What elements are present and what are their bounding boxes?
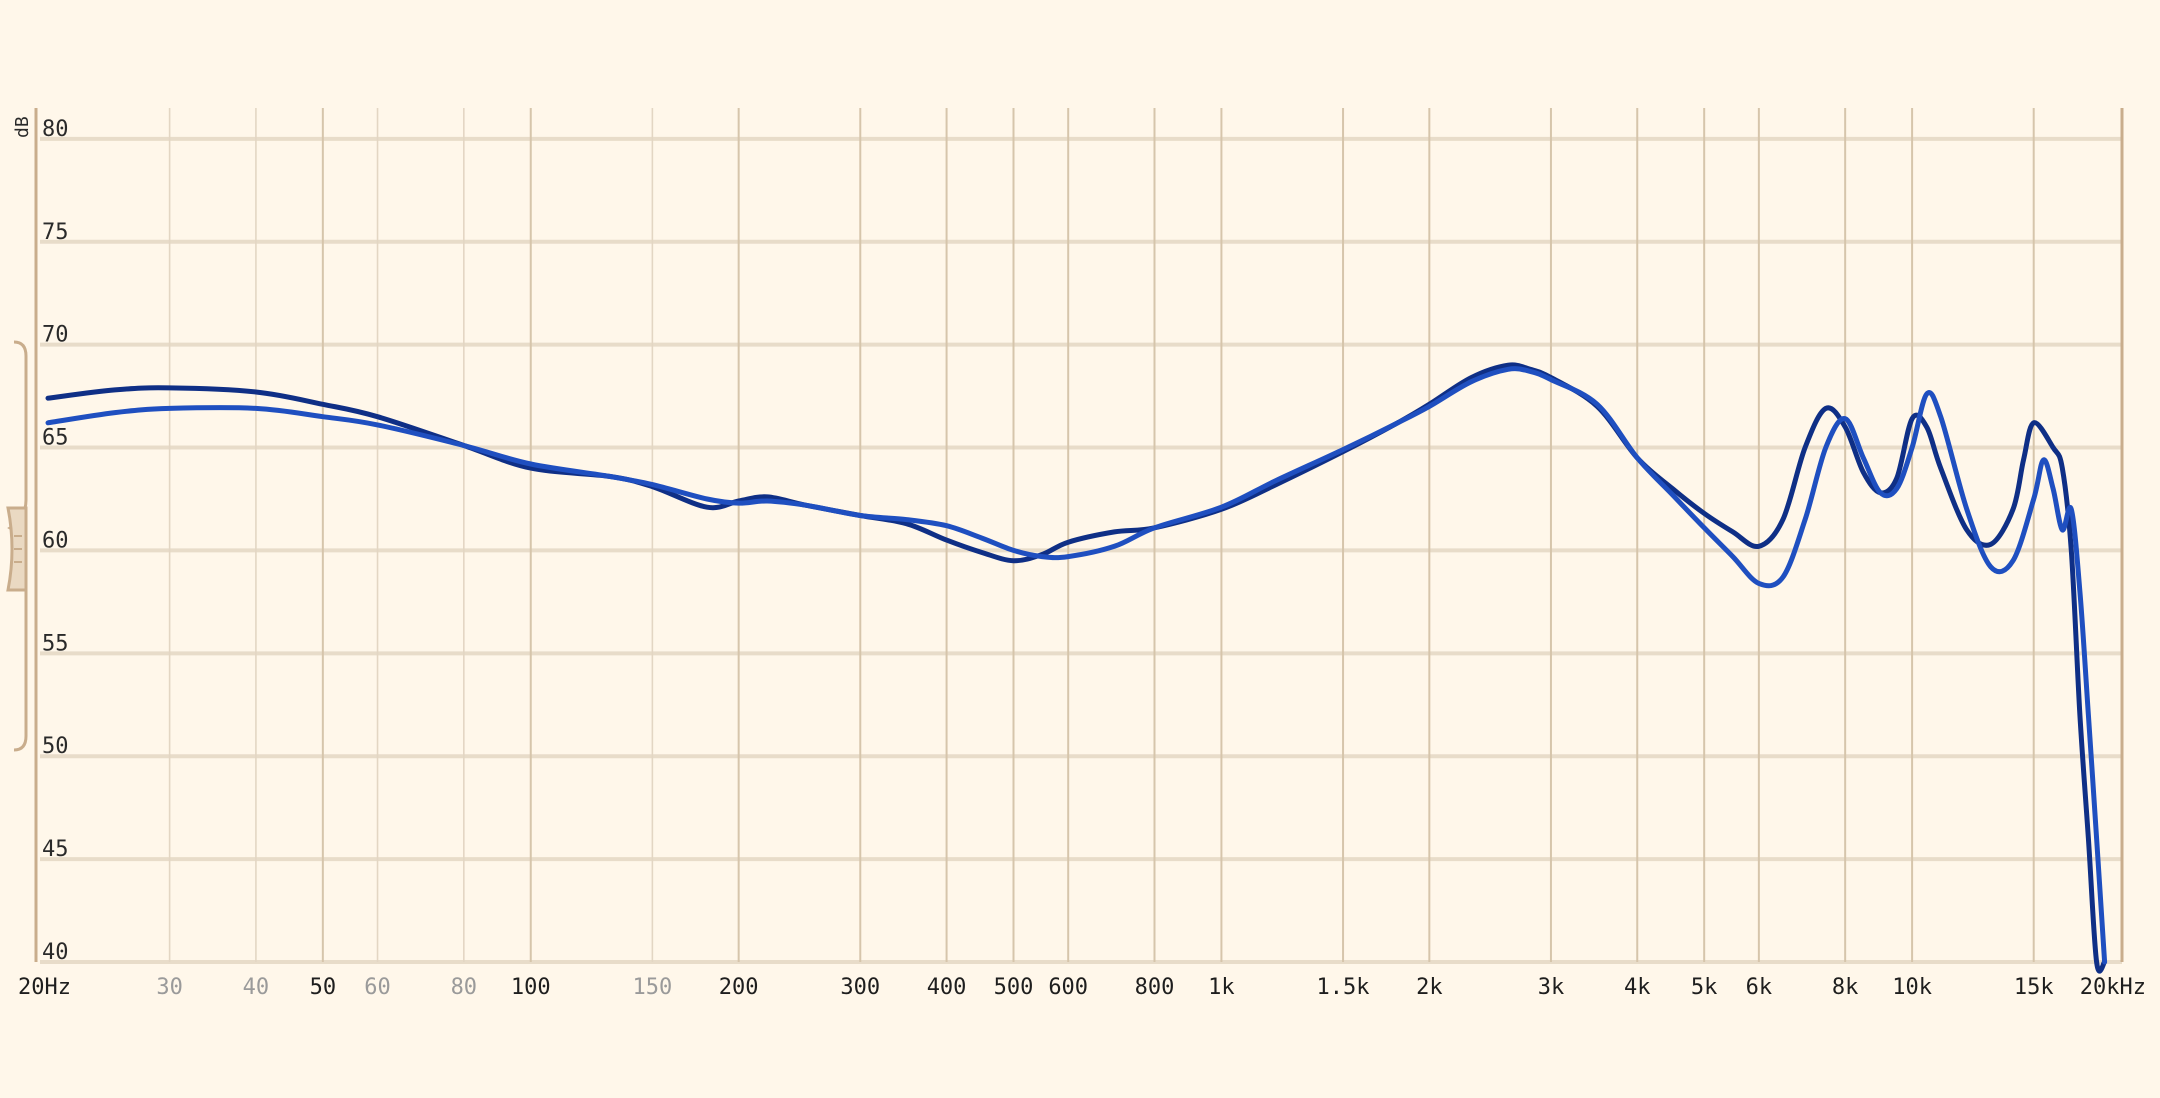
x-tick-label: 5k [1691, 975, 1718, 1000]
x-tick-label: 1k [1208, 975, 1235, 1000]
vertical-gridlines [168, 108, 2035, 962]
y-tick-labels: 80 75 70 65 60 55 50 45 40 [42, 117, 69, 965]
x-tick-label: 200 [719, 975, 759, 1000]
x-tick-label: 4k [1624, 975, 1651, 1000]
x-tick-label: 300 [840, 975, 880, 1000]
x-tick-label: 10k [1892, 975, 1932, 1000]
x-tick-label: 100 [511, 975, 551, 1000]
x-tick-label: 150 [633, 975, 673, 1000]
horizontal-gridlines [40, 136, 2122, 964]
y-tick-label: 45 [42, 837, 69, 862]
x-tick-label: 20Hz [18, 975, 71, 1000]
x-tick-label: 8k [1832, 975, 1859, 1000]
x-tick-label: 400 [927, 975, 967, 1000]
series-lines [45, 362, 2108, 974]
x-tick-label: 80 [451, 975, 478, 1000]
axes [6, 108, 2124, 962]
y-tick-label: 70 [42, 323, 69, 348]
x-tick-label: 40 [243, 975, 270, 1000]
y-tick-label: 65 [42, 426, 69, 451]
x-tick-label: 600 [1048, 975, 1088, 1000]
x-tick-label: 500 [994, 975, 1034, 1000]
x-tick-label: 800 [1135, 975, 1175, 1000]
y-tick-label: 75 [42, 220, 69, 245]
series-line-1 [45, 362, 2108, 974]
y-axis-unit-label: dB [12, 116, 33, 138]
x-tick-label: 60 [364, 975, 391, 1000]
x-tick-label: 1.5k [1317, 975, 1370, 1000]
x-tick-label: 30 [156, 975, 183, 1000]
x-tick-label: 3k [1538, 975, 1565, 1000]
x-tick-label: 50 [310, 975, 337, 1000]
y-tick-label: 40 [42, 940, 69, 965]
x-tick-labels: 20Hz 30 40 50 60 80 100 150 200 300 400 500 600 800 1k… [18, 975, 2146, 1000]
series-line-2 [45, 366, 2108, 965]
x-tick-label: 2k [1416, 975, 1443, 1000]
y-tick-label: 55 [42, 631, 69, 656]
x-tick-label: 6k [1746, 975, 1773, 1000]
x-tick-label: 20kHz [2080, 975, 2146, 1000]
x-tick-label: 15k [2014, 975, 2054, 1000]
y-tick-label: 60 [42, 528, 69, 553]
y-tick-label: 80 [42, 117, 69, 142]
y-tick-label: 50 [42, 734, 69, 759]
